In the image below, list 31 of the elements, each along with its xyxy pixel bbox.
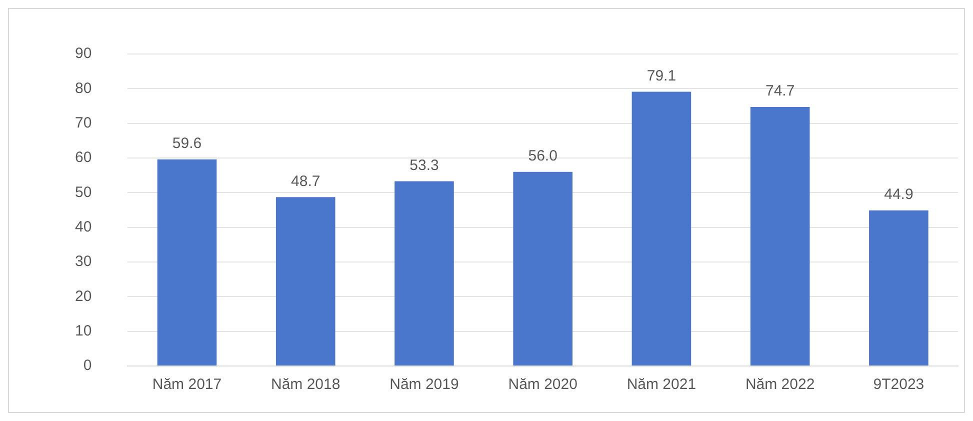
y-tick-label: 20: [74, 288, 92, 305]
bar: [632, 92, 692, 366]
y-tick-label: 30: [74, 253, 92, 270]
bar: [869, 210, 928, 366]
x-tick-label: Năm 2019: [390, 376, 459, 394]
data-label: 56.0: [528, 148, 558, 165]
x-tick-label: Năm 2017: [152, 376, 222, 394]
bar: [276, 197, 336, 366]
data-label: 59.6: [172, 135, 202, 152]
x-tick-label: Năm 2020: [508, 376, 578, 394]
x-tick-label: 9T2023: [873, 376, 924, 394]
x-tick-label: Năm 2022: [745, 376, 815, 394]
y-tick-label: 90: [74, 45, 92, 62]
y-tick-label: 40: [74, 218, 92, 236]
x-tick-label: Năm 2021: [626, 376, 696, 394]
bar: [513, 172, 572, 366]
data-label: 74.7: [765, 82, 795, 100]
x-tick-label: Năm 2018: [271, 376, 340, 394]
y-tick-label: 0: [83, 357, 92, 374]
y-tick-label: 80: [74, 80, 92, 97]
y-tick-label: 70: [74, 114, 92, 132]
y-tick-label: 50: [74, 184, 92, 201]
bar: [750, 107, 810, 366]
y-tick-label: 60: [74, 149, 92, 166]
bar: [157, 159, 217, 366]
y-tick-label: 10: [74, 322, 92, 340]
data-label: 53.3: [410, 156, 439, 174]
data-label: 79.1: [646, 67, 676, 84]
data-label: 44.9: [884, 186, 914, 203]
bar: [394, 181, 454, 366]
data-label: 48.7: [291, 172, 320, 190]
